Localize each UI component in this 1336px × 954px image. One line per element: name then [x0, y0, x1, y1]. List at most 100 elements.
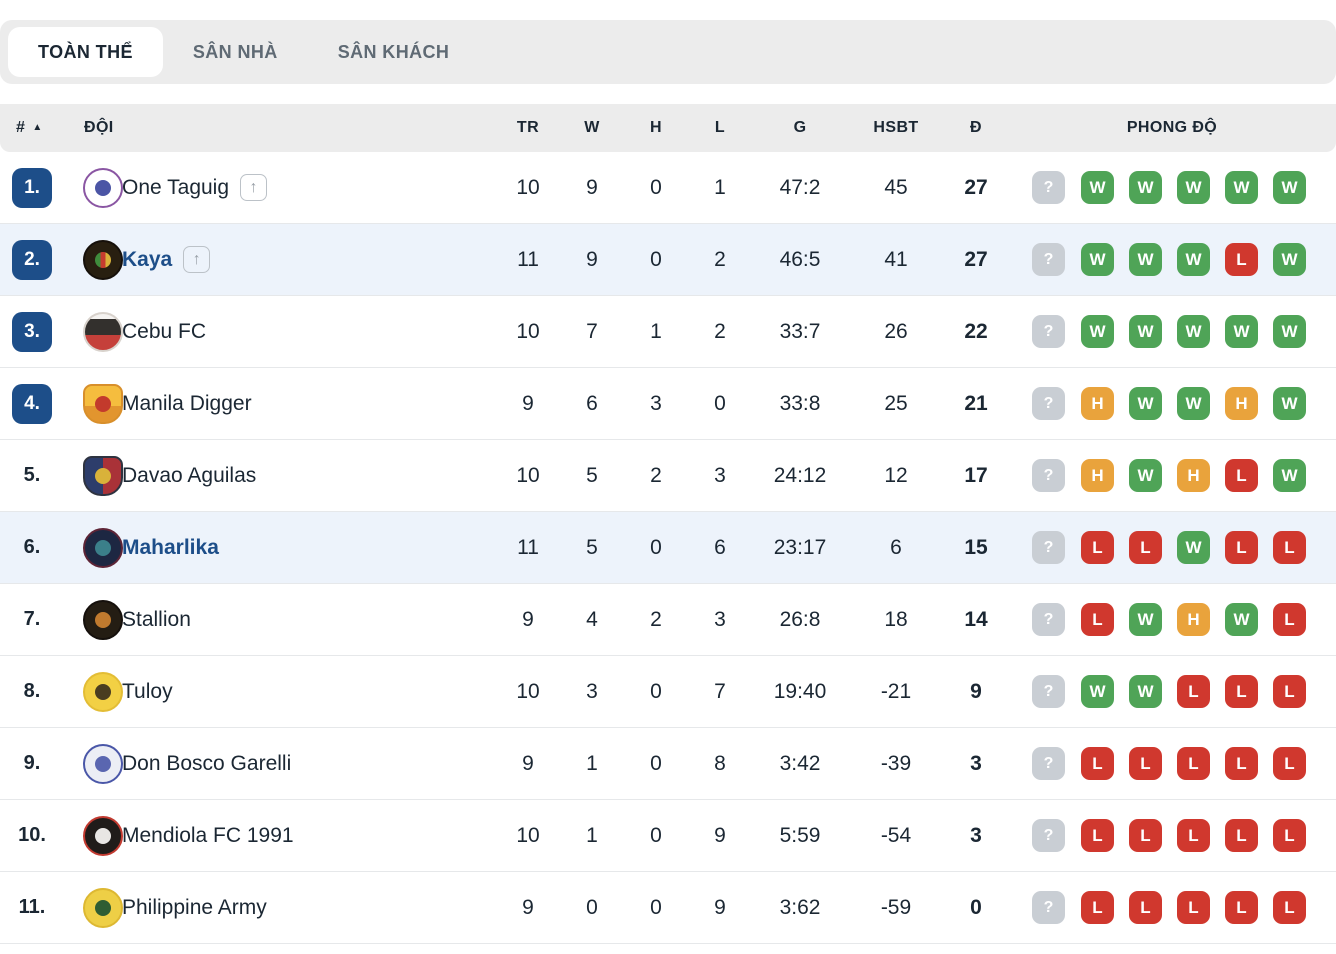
form-badge-unknown[interactable]: ? [1032, 459, 1065, 492]
table-row[interactable]: 5. Davao Aguilas 10 5 2 3 24:12 12 17? H W H L W [0, 440, 1336, 512]
form-badge-loss[interactable]: L [1081, 819, 1114, 852]
team-name[interactable]: Don Bosco Garelli [122, 751, 292, 775]
team-name[interactable]: Manila Digger [122, 391, 252, 415]
form-badge-win[interactable]: W [1177, 315, 1210, 348]
form-badge-unknown[interactable]: ? [1032, 387, 1065, 420]
form-badge-unknown[interactable]: ? [1032, 531, 1065, 564]
form-badge-loss[interactable]: L [1225, 675, 1258, 708]
form-badge-loss[interactable]: L [1081, 531, 1114, 564]
table-row[interactable]: 11. Philippine Army 9 0 0 9 3:62 -59 0? L L L L L [0, 872, 1336, 944]
form-badge-win[interactable]: W [1273, 387, 1306, 420]
form-badge-win[interactable]: W [1081, 243, 1114, 276]
form-badge-loss[interactable]: L [1225, 531, 1258, 564]
form-badge-loss[interactable]: L [1273, 891, 1306, 924]
form-badge-loss[interactable]: L [1129, 819, 1162, 852]
team-name[interactable]: One Taguig [122, 175, 230, 199]
form-badge-win[interactable]: W [1129, 171, 1162, 204]
form-badge-unknown[interactable]: ? [1032, 603, 1065, 636]
form-badge-loss[interactable]: L [1273, 675, 1306, 708]
form-badge-win[interactable]: W [1273, 315, 1306, 348]
tab-overall[interactable]: TOÀN THỂ [8, 27, 163, 77]
form-badge-win[interactable]: W [1129, 243, 1162, 276]
form-badge-win[interactable]: W [1081, 675, 1114, 708]
form-badge-loss[interactable]: L [1225, 459, 1258, 492]
form-badge-win[interactable]: W [1225, 603, 1258, 636]
form-badge-loss[interactable]: L [1225, 819, 1258, 852]
form-badge-win[interactable]: W [1177, 243, 1210, 276]
form-badge-draw[interactable]: H [1225, 387, 1258, 420]
form-badge-loss[interactable]: L [1273, 531, 1306, 564]
played-value: 11 [517, 535, 539, 559]
form-badge-loss[interactable]: L [1129, 747, 1162, 780]
form-badge-loss[interactable]: L [1177, 891, 1210, 924]
form-badge-loss[interactable]: L [1129, 531, 1162, 564]
form-badge-win[interactable]: W [1273, 243, 1306, 276]
form-badge-loss[interactable]: L [1177, 675, 1210, 708]
team-name[interactable]: Kaya [122, 247, 173, 271]
promotion-arrow-icon: ↑ [240, 174, 268, 201]
form-badge-win[interactable]: W [1129, 603, 1162, 636]
form-badge-draw[interactable]: H [1177, 459, 1210, 492]
form-badge-loss[interactable]: L [1225, 243, 1258, 276]
team-name[interactable]: Cebu FC [122, 319, 207, 343]
table-row[interactable]: 4. Manila Digger 9 6 3 0 33:8 25 21? H W W H W [0, 368, 1336, 440]
form-badge-loss[interactable]: L [1273, 747, 1306, 780]
form-cell: ? H W H L W [1008, 459, 1336, 492]
form-badge-draw[interactable]: H [1081, 387, 1114, 420]
table-row[interactable]: 10. Mendiola FC 1991 10 1 0 9 5:59 -54 3? L L L L L [0, 800, 1336, 872]
form-badge-win[interactable]: W [1177, 171, 1210, 204]
wins-value: 9 [586, 175, 598, 199]
form-badge-win[interactable]: W [1273, 171, 1306, 204]
form-badge-win[interactable]: W [1129, 675, 1162, 708]
team-name[interactable]: Tuloy [122, 679, 173, 703]
tab-away[interactable]: SÂN KHÁCH [337, 41, 450, 62]
form-badge-loss[interactable]: L [1081, 603, 1114, 636]
form-badge-draw[interactable]: H [1081, 459, 1114, 492]
form-badge-win[interactable]: W [1177, 531, 1210, 564]
form-badge-win[interactable]: W [1081, 315, 1114, 348]
team-name[interactable]: Stallion [122, 607, 191, 631]
form-badge-unknown[interactable]: ? [1032, 747, 1065, 780]
team-name[interactable]: Mendiola FC 1991 [122, 823, 294, 847]
form-badge-loss[interactable]: L [1129, 891, 1162, 924]
form-badge-unknown[interactable]: ? [1032, 819, 1065, 852]
form-badge-loss[interactable]: L [1081, 891, 1114, 924]
team-cell: Tuloy [122, 680, 496, 704]
form-badge-win[interactable]: W [1129, 459, 1162, 492]
form-badge-loss[interactable]: L [1081, 747, 1114, 780]
team-name[interactable]: Philippine Army [122, 895, 267, 919]
table-row[interactable]: 3. Cebu FC 10 7 1 2 33:7 26 22? W W W W W [0, 296, 1336, 368]
team-cell: Mendiola FC 1991 [122, 824, 496, 848]
form-badge-win[interactable]: W [1129, 387, 1162, 420]
form-badge-loss[interactable]: L [1225, 891, 1258, 924]
table-row[interactable]: 2. Kaya ↑ 11 9 0 2 46:5 41 27? W W W L W [0, 224, 1336, 296]
header-rank-sort[interactable]: # ▲ [0, 119, 64, 137]
table-row[interactable]: 1. One Taguig ↑ 10 9 0 1 47:2 45 27? W W W W W [0, 152, 1336, 224]
form-badge-unknown[interactable]: ? [1032, 315, 1065, 348]
form-badge-unknown[interactable]: ? [1032, 675, 1065, 708]
form-badge-draw[interactable]: H [1177, 603, 1210, 636]
tab-home[interactable]: SÂN NHÀ [192, 41, 278, 62]
table-row[interactable]: 7. Stallion 9 4 2 3 26:8 18 14? L W H W L [0, 584, 1336, 656]
form-badge-win[interactable]: W [1081, 171, 1114, 204]
table-row[interactable]: 9. Don Bosco Garelli 9 1 0 8 3:42 -39 3? L L L L L [0, 728, 1336, 800]
table-row[interactable]: 6. Maharlika 11 5 0 6 23:17 6 15? L L W L L [0, 512, 1336, 584]
wins-value: 3 [586, 679, 598, 703]
form-badge-unknown[interactable]: ? [1032, 243, 1065, 276]
form-badge-win[interactable]: W [1225, 171, 1258, 204]
form-badge-win[interactable]: W [1273, 459, 1306, 492]
form-badge-loss[interactable]: L [1177, 747, 1210, 780]
team-name[interactable]: Maharlika [122, 535, 219, 559]
form-badge-loss[interactable]: L [1273, 603, 1306, 636]
form-badge-unknown[interactable]: ? [1032, 171, 1065, 204]
form-badge-win[interactable]: W [1177, 387, 1210, 420]
form-badge-unknown[interactable]: ? [1032, 891, 1065, 924]
table-row[interactable]: 8. Tuloy 10 3 0 7 19:40 -21 9? W W L L L [0, 656, 1336, 728]
form-badge-win[interactable]: W [1225, 315, 1258, 348]
rank-cell: 11. [0, 896, 64, 919]
form-badge-loss[interactable]: L [1177, 819, 1210, 852]
form-badge-loss[interactable]: L [1225, 747, 1258, 780]
team-name[interactable]: Davao Aguilas [122, 463, 257, 487]
form-badge-loss[interactable]: L [1273, 819, 1306, 852]
form-badge-win[interactable]: W [1129, 315, 1162, 348]
